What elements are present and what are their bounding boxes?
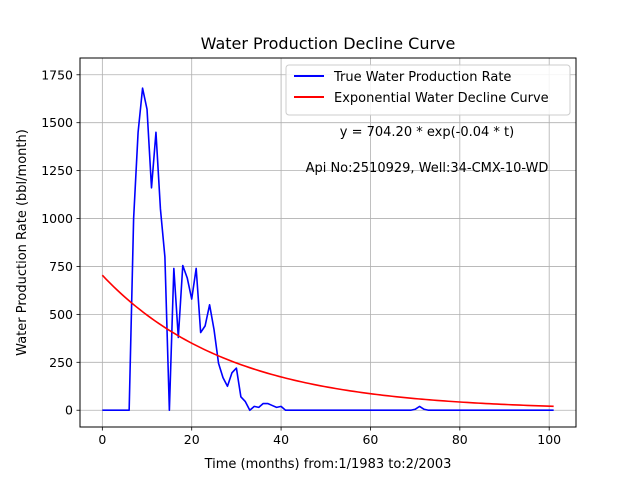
x-axis-label: Time (months) from:1/1983 to:2/2003 [204,457,452,472]
y-tick-label: 1500 [41,115,73,130]
y-tick-label: 1250 [41,163,73,178]
y-tick-label: 500 [49,307,73,322]
y-tick-label: 1750 [41,67,73,82]
series-layer [101,87,554,412]
plot-frame [79,57,577,428]
y-tick-label: 1000 [41,211,73,226]
x-tick-label: 20 [184,432,200,447]
legend: True Water Production Rate Exponential W… [285,64,571,116]
y-tick-label: 250 [49,355,73,370]
legend-label-exponential: Exponential Water Decline Curve [334,91,549,106]
x-tick-label: 40 [273,432,289,447]
well-annotation: Api No:2510929, Well:34-CMX-10-WD [306,161,549,176]
legend-box [285,64,571,116]
chart-title: Water Production Decline Curve [201,34,456,53]
x-tick-label: 80 [452,432,468,447]
y-axis-label: Water Production Rate (bbl/month) [15,129,30,356]
y-tick-label: 750 [49,259,73,274]
equation-annotation: y = 704.20 * exp(-0.04 * t) [340,125,514,140]
y-tick-label: 0 [65,403,73,418]
x-tick-label: 60 [362,432,378,447]
exponential-decline-line [101,274,554,408]
x-tick-label: 0 [98,432,106,447]
true-water-rate-line [102,87,554,412]
legend-label-true-water: True Water Production Rate [333,70,511,85]
x-tick-label: 100 [537,432,561,447]
plot-area [80,58,576,427]
